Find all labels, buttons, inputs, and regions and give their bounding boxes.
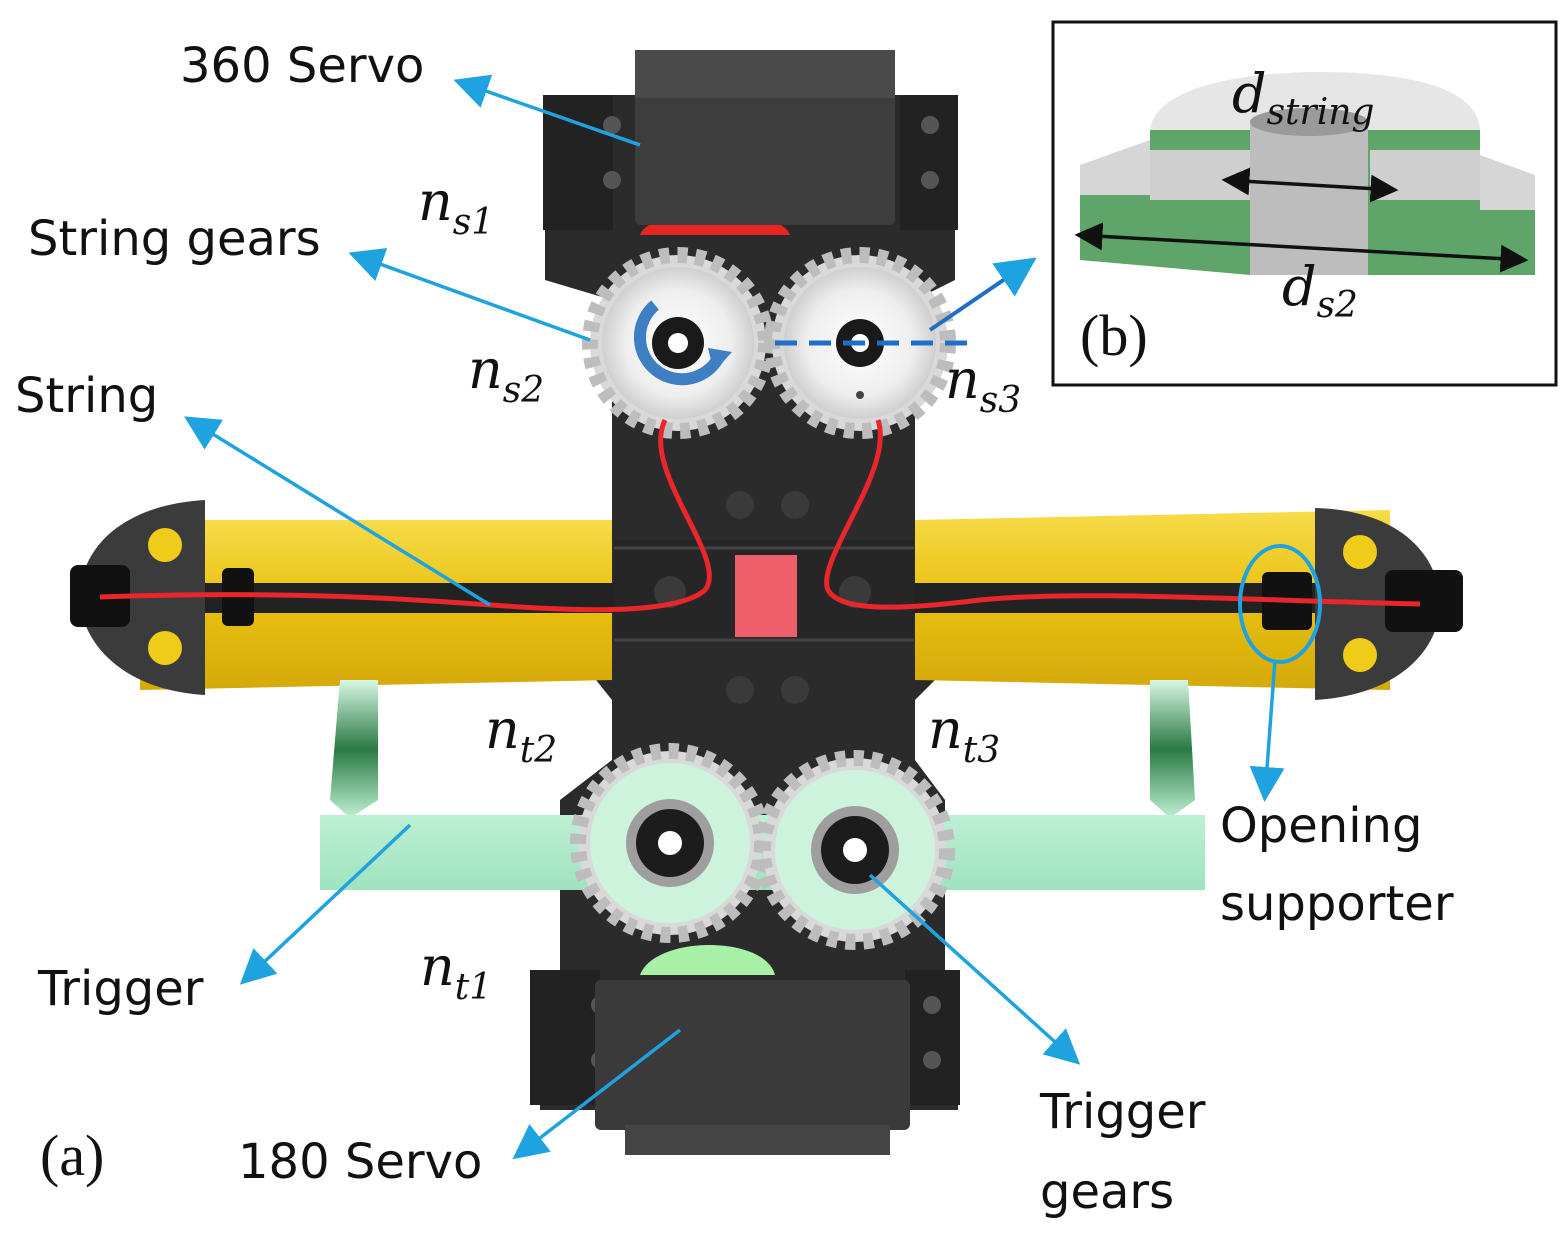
inset-panel bbox=[1051, 20, 1558, 387]
symbol-nt2: nt2 bbox=[485, 698, 557, 771]
label-string-gears: String gears bbox=[28, 211, 321, 267]
servo-output-gear-green bbox=[640, 945, 775, 975]
trigger-gear-left bbox=[570, 743, 770, 943]
servo-180 bbox=[530, 945, 960, 1155]
symbol-ns1: ns1 bbox=[418, 170, 494, 243]
leader-arrows bbox=[184, 74, 1285, 1160]
red-latch bbox=[735, 555, 797, 637]
label-opening-2: supporter bbox=[1220, 876, 1454, 932]
symbol-d-s2: ds2 bbox=[1282, 255, 1358, 326]
symbol-ns2: ns2 bbox=[468, 338, 544, 411]
label-opening-1: Opening bbox=[1220, 798, 1422, 854]
label-trigger-gears-2: gears bbox=[1040, 1164, 1174, 1220]
section-arrow bbox=[928, 257, 1037, 332]
string-line-right bbox=[824, 419, 1421, 610]
symbol-d-string: dstring bbox=[1232, 62, 1374, 133]
panel-label-b: (b) bbox=[1080, 303, 1148, 368]
label-trigger-gears-1: Trigger bbox=[1039, 1084, 1206, 1140]
symbol-nt1: nt1 bbox=[420, 935, 492, 1008]
trigger-gear-right bbox=[755, 750, 955, 950]
label-180-servo: 180 Servo bbox=[238, 1134, 482, 1190]
label-360-servo: 360 Servo bbox=[180, 38, 424, 94]
string-line bbox=[99, 418, 712, 613]
symbol-nt3: nt3 bbox=[928, 698, 1000, 771]
label-string: String bbox=[15, 368, 158, 424]
opening-supporter-highlight bbox=[1238, 544, 1322, 664]
symbol-ns3: ns3 bbox=[945, 348, 1021, 421]
label-trigger: Trigger bbox=[37, 961, 204, 1017]
string-gear-left bbox=[582, 247, 774, 439]
servo-360 bbox=[543, 50, 958, 235]
rotation-arrow bbox=[633, 300, 726, 386]
panel-label-a: (a) bbox=[40, 1123, 104, 1188]
